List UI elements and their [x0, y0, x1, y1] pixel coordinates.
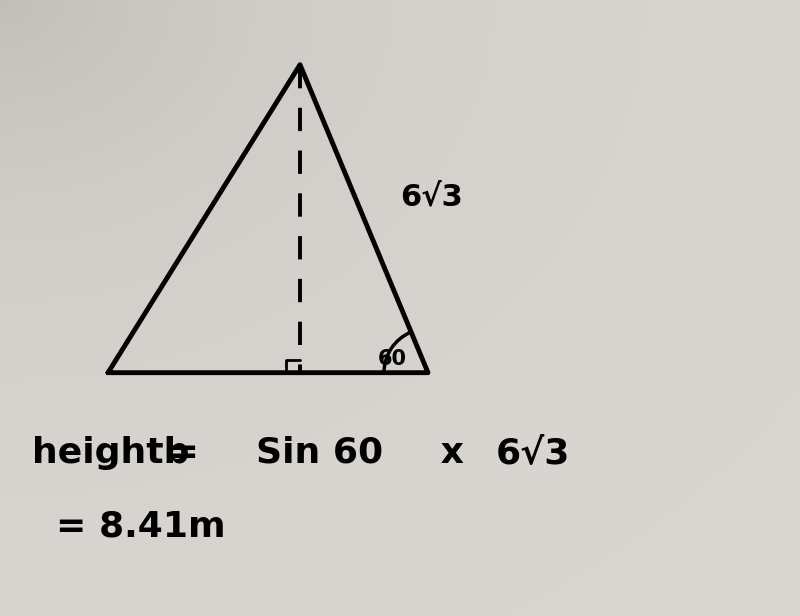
Text: x: x — [428, 436, 477, 470]
Text: 6√3: 6√3 — [400, 182, 462, 212]
Text: Sin 60: Sin 60 — [256, 436, 383, 470]
Text: = 8.41m: = 8.41m — [56, 509, 226, 544]
Text: 60: 60 — [378, 349, 406, 368]
Text: 6√3: 6√3 — [496, 436, 570, 470]
Text: =: = — [156, 436, 212, 470]
Text: heightb: heightb — [32, 436, 190, 470]
